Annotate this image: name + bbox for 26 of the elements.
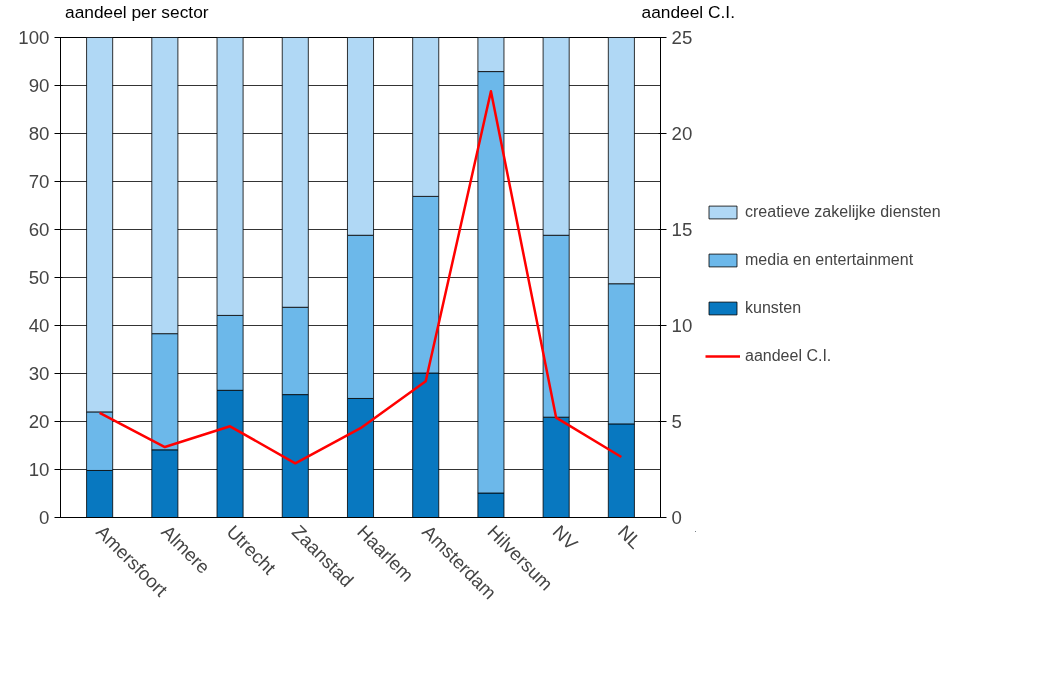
y-tick-label: 80 [28, 123, 50, 145]
legend-label: media en entertainment [745, 251, 914, 270]
legend-label: creatieve zakelijke diensten [745, 203, 941, 222]
line-series [98, 90, 623, 465]
y-tick-label: 30 [28, 363, 50, 385]
legend-label: aandeel C.I. [745, 347, 832, 366]
y2-tick-label: 25 [671, 27, 693, 49]
legend-label: kunsten [745, 299, 802, 318]
y-tick-label: 60 [28, 219, 50, 241]
y2-tick-label: 20 [671, 123, 693, 145]
y-tick-label: 70 [28, 171, 50, 193]
y2-tick-label: 0 [671, 507, 682, 529]
y-tick-label: 10 [28, 459, 50, 481]
y-tick-label: 90 [28, 75, 50, 97]
y-tick-label: 100 [18, 27, 50, 49]
y-axis-title: aandeel per sector [65, 1, 209, 24]
x-tick-label: NV [548, 521, 583, 555]
y2-tick-label: 10 [671, 315, 693, 337]
x-tick-label: NL [613, 521, 646, 553]
y-tick-label: 20 [28, 411, 50, 433]
y-tick-label: 50 [28, 267, 50, 289]
y2-tick-label: 15 [671, 219, 693, 241]
y2-tick-label: 5 [671, 411, 682, 433]
y-tick-label: 40 [28, 315, 50, 337]
y-tick-label: 0 [39, 507, 50, 529]
y2-axis-title: aandeel C.I. [641, 1, 735, 24]
